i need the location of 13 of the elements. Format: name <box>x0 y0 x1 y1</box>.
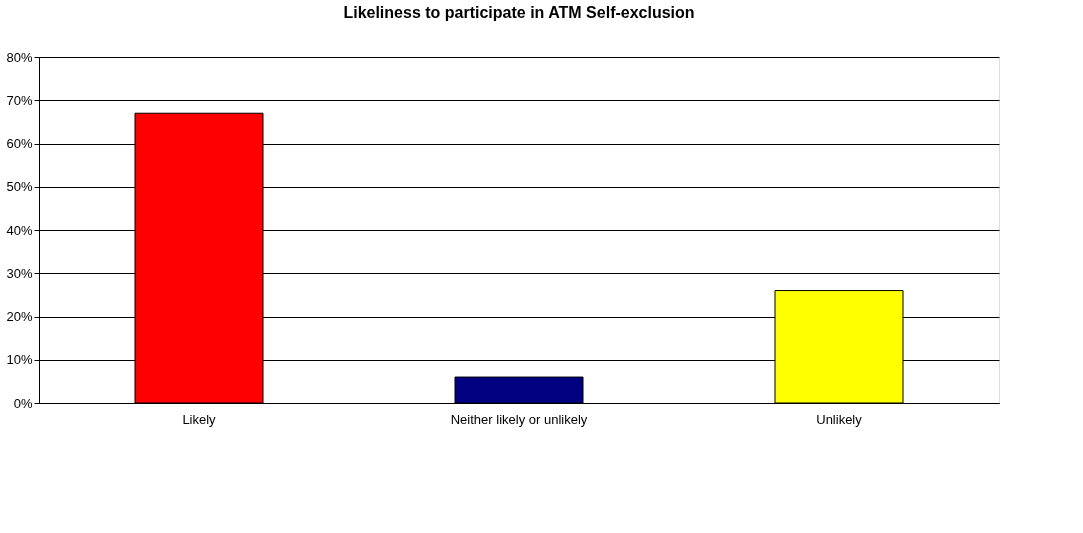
y-tick-label: 40% <box>6 222 33 238</box>
y-tick-label: 70% <box>6 92 33 108</box>
y-tick-label: 20% <box>6 309 33 324</box>
y-tick-label: 0% <box>13 395 33 411</box>
x-tick-label: Likely <box>182 411 217 427</box>
y-tick-label: 60% <box>6 136 33 151</box>
y-tick-label: 80% <box>6 49 33 65</box>
x-tick-label: Unlikely <box>816 411 863 427</box>
y-tick-label: 50% <box>6 179 33 195</box>
y-tick-label: 30% <box>6 265 33 281</box>
y-tick-label: 10% <box>6 352 33 368</box>
chart-title: Likeliness to participate in ATM Self-exclusion <box>343 4 695 21</box>
x-tick-label: Neither likely or unlikely <box>450 411 588 427</box>
